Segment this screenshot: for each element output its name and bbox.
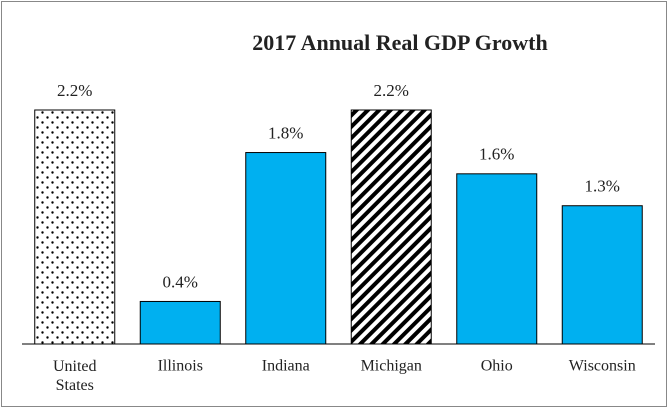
bar [350,109,432,345]
x-tick-label: Illinois [158,358,203,375]
value-label: 1.3% [585,177,620,196]
bar [245,152,327,345]
x-tick-label: Michigan [361,358,422,375]
value-label: 2.2% [57,81,92,100]
value-label: 1.6% [479,145,514,164]
bar [456,173,538,345]
value-label: 1.8% [268,123,303,142]
x-tick-label: United States [53,358,97,394]
bar [139,300,221,345]
x-tick-label: Indiana [262,358,310,375]
bar [34,109,116,345]
value-label: 2.2% [374,81,409,100]
x-tick-label: Ohio [481,358,513,375]
bar [561,205,643,345]
chart-title: 2017 Annual Real GDP Growth [252,30,547,55]
x-tick-label: Wisconsin [569,358,636,375]
value-label: 0.4% [163,272,198,291]
